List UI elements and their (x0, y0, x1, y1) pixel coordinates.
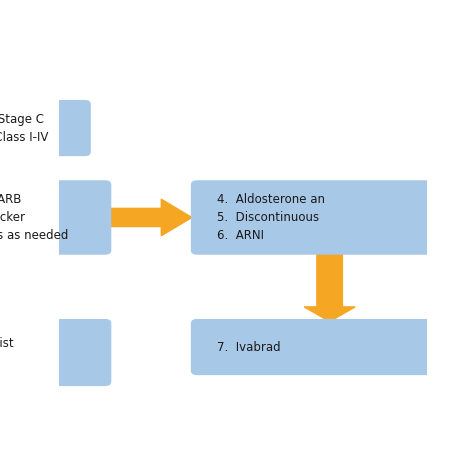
Text: 4.  Aldosterone an
5.  Discontinuous
6.  ARNI: 4. Aldosterone an 5. Discontinuous 6. AR… (218, 193, 326, 242)
Polygon shape (0, 154, 13, 183)
Text: 7.  Ivabrad: 7. Ivabrad (218, 340, 281, 354)
Text: Patients in Stage C
and NYHA Class I-IV: Patients in Stage C and NYHA Class I-IV (0, 112, 48, 144)
FancyBboxPatch shape (0, 100, 91, 156)
FancyBboxPatch shape (191, 319, 468, 375)
Polygon shape (304, 252, 355, 321)
FancyBboxPatch shape (0, 180, 111, 255)
FancyBboxPatch shape (0, 319, 111, 386)
Text: ne antagonist
nitrates: ne antagonist nitrates (0, 337, 13, 368)
Polygon shape (0, 252, 24, 321)
Text: 1.  ACEi or ARB
2.  Beta blocker
3.  Diuretics as needed: 1. ACEi or ARB 2. Beta blocker 3. Diuret… (0, 193, 68, 242)
Polygon shape (110, 199, 192, 236)
FancyBboxPatch shape (191, 180, 468, 255)
